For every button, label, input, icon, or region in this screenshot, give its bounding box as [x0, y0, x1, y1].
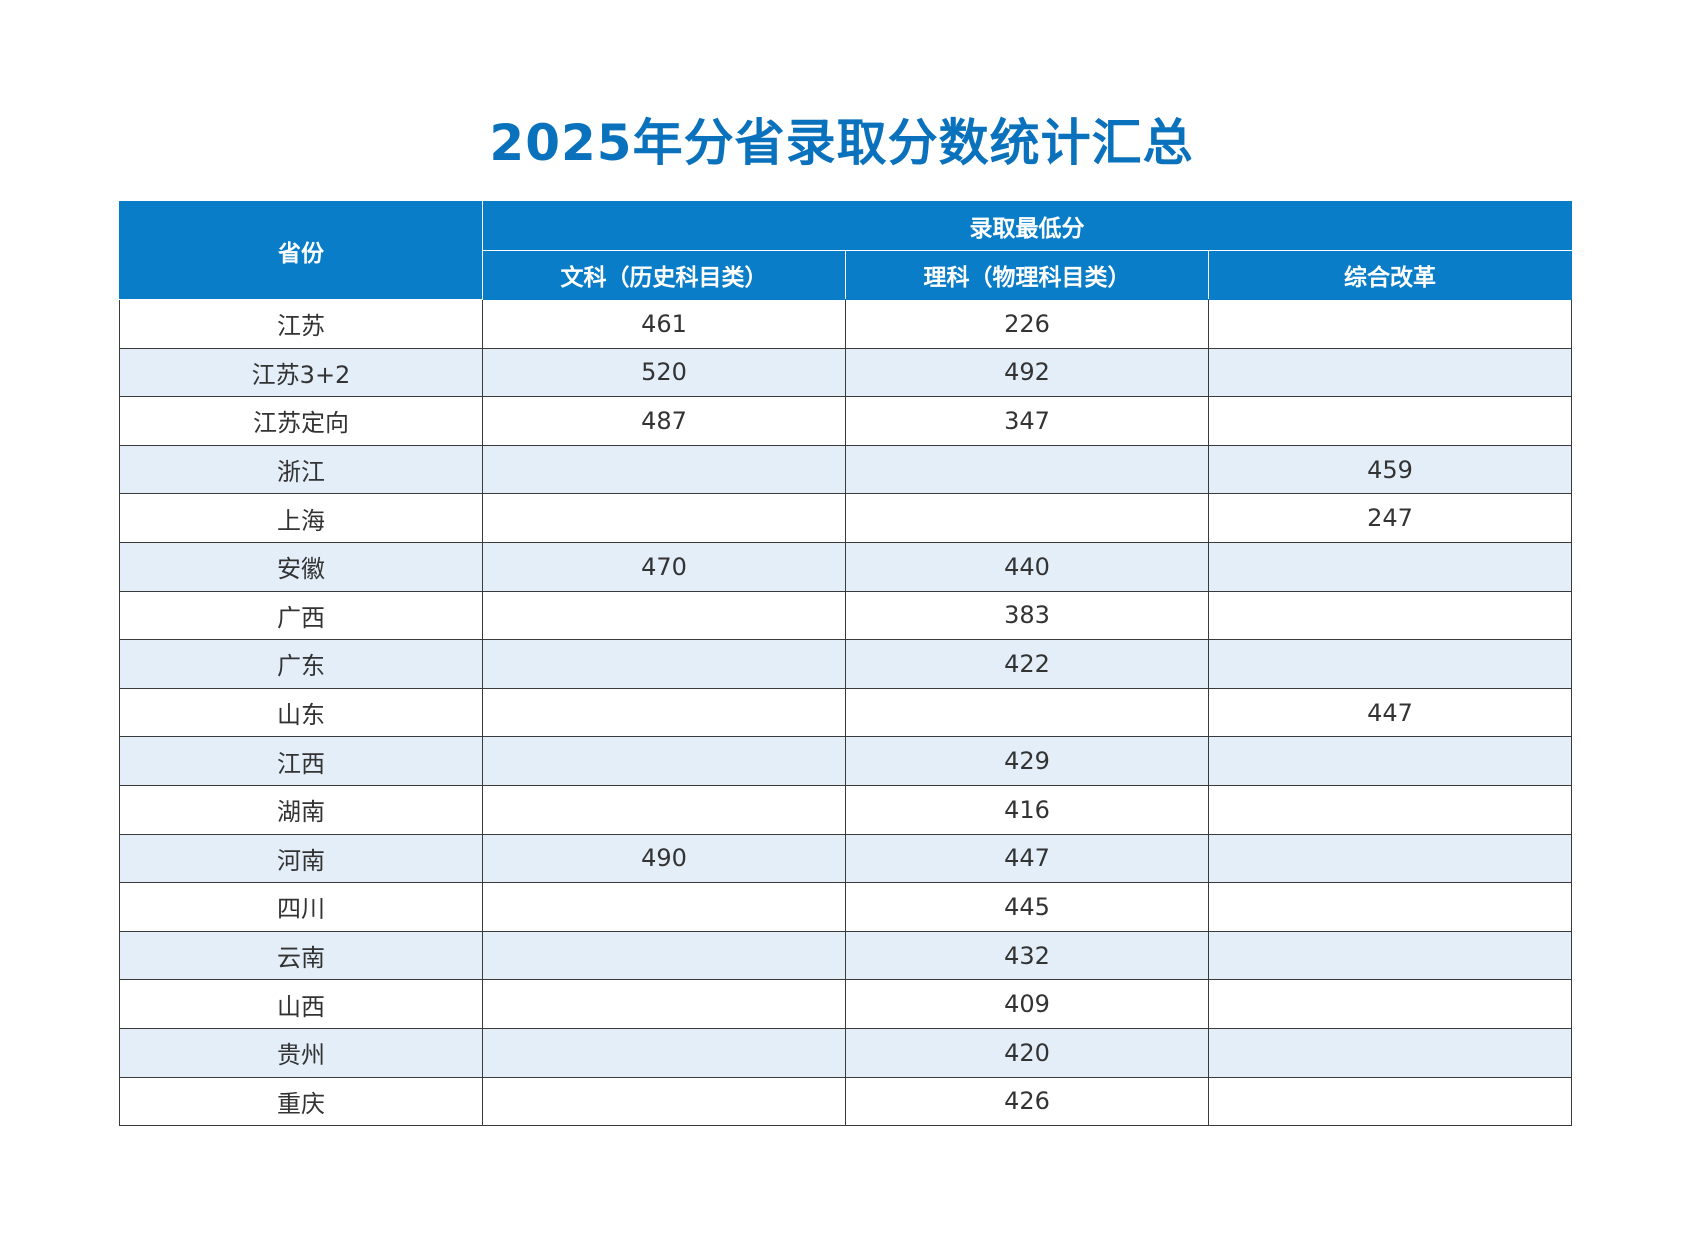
cell-province: 湖南 — [119, 784, 483, 835]
cell-science: 492 — [845, 347, 1209, 398]
header-science: 理科（物理科目类） — [845, 250, 1209, 300]
cell-reform: 447 — [1207, 687, 1573, 738]
cell-province: 贵州 — [119, 1027, 483, 1078]
table-row: 上海 247 — [119, 493, 1573, 543]
cell-science: 432 — [845, 930, 1209, 981]
cell-province: 广东 — [119, 639, 483, 689]
table-row: 江苏定向 487 347 — [119, 396, 1573, 446]
table-row: 山西 409 — [119, 979, 1573, 1029]
cell-reform — [1207, 590, 1573, 641]
cell-science: 440 — [845, 541, 1209, 592]
table-row: 重庆 426 — [119, 1076, 1573, 1127]
cell-reform — [1207, 930, 1573, 981]
cell-reform — [1207, 396, 1573, 446]
cell-province: 江苏 — [119, 299, 483, 349]
cell-reform — [1207, 833, 1573, 884]
cell-province: 安徽 — [119, 541, 483, 592]
cell-liberal: 470 — [482, 541, 846, 592]
table-row: 广西 383 — [119, 590, 1573, 641]
cell-reform — [1207, 1027, 1573, 1078]
table-row: 湖南 416 — [119, 784, 1573, 835]
cell-liberal — [482, 444, 846, 495]
table-body: 江苏 461 226 江苏3+2 520 492 江苏定向 487 347 浙江 459 上海 247 安… — [119, 299, 1573, 1127]
cell-province: 重庆 — [119, 1076, 483, 1127]
cell-science: 226 — [845, 299, 1209, 349]
cell-science: 429 — [845, 736, 1209, 786]
cell-liberal — [482, 1027, 846, 1078]
table-row: 贵州 420 — [119, 1027, 1573, 1078]
cell-science: 409 — [845, 979, 1209, 1029]
table-row: 山东 447 — [119, 687, 1573, 738]
cell-reform — [1207, 347, 1573, 398]
cell-liberal: 461 — [482, 299, 846, 349]
cell-province: 江苏定向 — [119, 396, 483, 446]
cell-science — [845, 687, 1209, 738]
table-row: 江苏 461 226 — [119, 299, 1573, 349]
cell-reform — [1207, 736, 1573, 786]
cell-liberal — [482, 590, 846, 641]
cell-liberal — [482, 784, 846, 835]
header-province: 省份 — [119, 201, 483, 300]
table-header: 省份 录取最低分 文科（历史科目类） 理科（物理科目类） 综合改革 — [119, 201, 1573, 300]
cell-province: 云南 — [119, 930, 483, 981]
cell-science: 347 — [845, 396, 1209, 446]
cell-science: 383 — [845, 590, 1209, 641]
cell-liberal — [482, 930, 846, 981]
table-row: 河南 490 447 — [119, 833, 1573, 884]
page-title: 2025年分省录取分数统计汇总 — [489, 114, 1194, 172]
cell-science: 422 — [845, 639, 1209, 689]
header-min-score: 录取最低分 — [481, 201, 1573, 251]
score-table: 省份 录取最低分 文科（历史科目类） 理科（物理科目类） 综合改革 江苏 461 2… — [119, 201, 1573, 1127]
cell-liberal — [482, 736, 846, 786]
cell-reform — [1207, 541, 1573, 592]
table-row: 四川 445 — [119, 882, 1573, 932]
cell-liberal — [482, 493, 846, 543]
header-liberal: 文科（历史科目类） — [482, 250, 846, 300]
cell-science — [845, 493, 1209, 543]
cell-province: 山东 — [119, 687, 483, 738]
cell-reform — [1207, 979, 1573, 1029]
cell-liberal: 487 — [482, 396, 846, 446]
cell-province: 河南 — [119, 833, 483, 884]
cell-reform — [1207, 1076, 1573, 1127]
cell-liberal: 490 — [482, 833, 846, 884]
cell-province: 山西 — [119, 979, 483, 1029]
cell-liberal — [482, 882, 846, 932]
table-row: 广东 422 — [119, 639, 1573, 689]
cell-science: 426 — [845, 1076, 1209, 1127]
cell-reform — [1207, 784, 1573, 835]
table-row: 安徽 470 440 — [119, 541, 1573, 592]
cell-province: 上海 — [119, 493, 483, 543]
cell-province: 江苏3+2 — [119, 347, 483, 398]
table-row: 浙江 459 — [119, 444, 1573, 495]
cell-province: 广西 — [119, 590, 483, 641]
cell-liberal — [482, 687, 846, 738]
cell-reform — [1207, 639, 1573, 689]
cell-reform — [1207, 299, 1573, 349]
cell-science: 445 — [845, 882, 1209, 932]
cell-science: 416 — [845, 784, 1209, 835]
table-row: 江西 429 — [119, 736, 1573, 786]
cell-science: 447 — [845, 833, 1209, 884]
table-row: 云南 432 — [119, 930, 1573, 981]
cell-province: 江西 — [119, 736, 483, 786]
cell-province: 四川 — [119, 882, 483, 932]
header-reform: 综合改革 — [1207, 250, 1573, 300]
cell-province: 浙江 — [119, 444, 483, 495]
cell-science: 420 — [845, 1027, 1209, 1078]
cell-reform: 459 — [1207, 444, 1573, 495]
cell-liberal — [482, 979, 846, 1029]
table-row: 江苏3+2 520 492 — [119, 347, 1573, 398]
cell-science — [845, 444, 1209, 495]
cell-liberal — [482, 639, 846, 689]
cell-reform — [1207, 882, 1573, 932]
cell-liberal — [482, 1076, 846, 1127]
cell-reform: 247 — [1207, 493, 1573, 543]
cell-liberal: 520 — [482, 347, 846, 398]
